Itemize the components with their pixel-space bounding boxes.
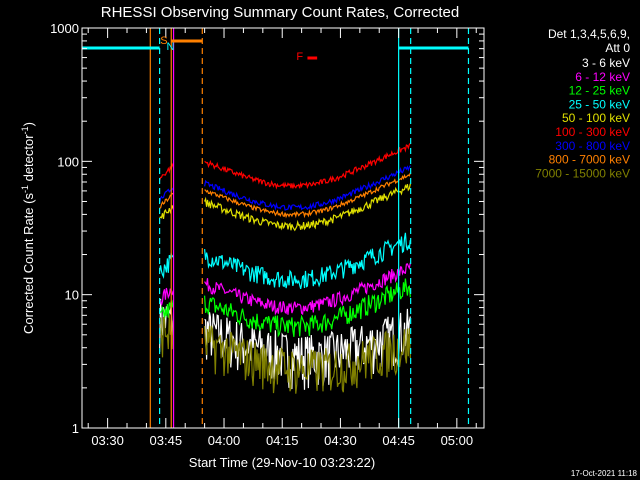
y-axis-label: Corrected Count Rate (s-1 detector-1) <box>20 122 36 334</box>
legend-entry: 7000 - 15000 keV <box>535 166 630 180</box>
legend-entry: 25 - 50 keV <box>569 97 630 111</box>
series-line-800-7000kev-seg1 <box>204 172 411 219</box>
legend-entry: 50 - 100 keV <box>562 111 630 125</box>
series-line-25-50kev-seg1 <box>204 232 411 290</box>
x-axis: 03:30 03:45 04:00 04:15 04:30 04:45 05:00 <box>87 28 477 448</box>
x-axis-label: Start Time (29-Nov-10 03:23:22) <box>189 455 375 470</box>
x-tick-label: 03:30 <box>91 433 124 448</box>
legend-entry: 300 - 800 keV <box>555 139 630 153</box>
annotation-n: N <box>166 41 174 53</box>
legend-header-line1: Det 1,3,4,5,6,9, <box>548 27 630 41</box>
x-tick-label: 04:45 <box>382 433 415 448</box>
y-axis: 1 10 100 1000 <box>50 21 484 436</box>
series-line-12-25kev-seg1 <box>204 278 411 338</box>
footer-timestamp: 17-Oct-2021 11:18 <box>571 469 638 478</box>
y-tick-label: 10 <box>65 288 79 303</box>
x-tick-label: 04:15 <box>266 433 299 448</box>
plot-frame <box>81 27 485 429</box>
legend-entry: 3 - 6 keV <box>582 56 630 70</box>
x-tick-label: 04:00 <box>208 433 241 448</box>
series-line-300-800kev-seg1 <box>204 165 411 211</box>
legend-entry: 12 - 25 keV <box>569 84 630 98</box>
series-line-100-300kev-seg1 <box>204 143 411 190</box>
x-tick-label: 05:00 <box>441 433 474 448</box>
series-line-7000-15000kev-seg1 <box>204 325 411 394</box>
legend-entry: 800 - 7000 keV <box>549 153 630 167</box>
chart-title: RHESSI Observing Summary Count Rates, Co… <box>101 4 459 21</box>
x-tick-label: 04:30 <box>324 433 357 448</box>
marker-layer <box>82 28 470 428</box>
legend-header-line2: Att 0 <box>605 41 630 55</box>
annotation-s: S <box>160 35 167 47</box>
legend-entry: 100 - 300 keV <box>555 125 630 139</box>
annotation-f: F <box>296 51 303 63</box>
y-tick-label: 100 <box>57 154 79 169</box>
legend-entry: 6 - 12 keV <box>575 70 630 84</box>
series-line-6-12kev-seg1 <box>204 262 411 316</box>
y-tick-label: 1 <box>72 421 79 436</box>
y-tick-label: 1000 <box>50 21 79 36</box>
x-tick-label: 03:45 <box>150 433 183 448</box>
series-layer <box>159 143 411 394</box>
series-line-50-100kev-seg1 <box>204 183 411 232</box>
